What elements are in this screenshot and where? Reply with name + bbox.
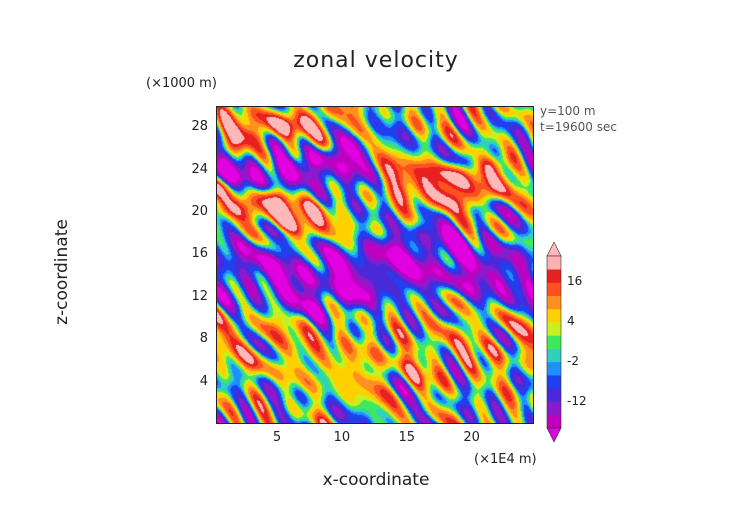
colorbar-cell [547, 335, 561, 349]
annotation-y: y=100 m [540, 104, 596, 118]
x-tick-label: 5 [272, 430, 282, 445]
y-tick-label: 12 [191, 288, 208, 304]
y-tick-label: 20 [191, 204, 208, 219]
x-axis-label: x-coordinate [322, 470, 430, 490]
colorbar-cell [547, 414, 561, 429]
colorbar-cell [547, 388, 561, 402]
colorbar-cell [547, 401, 561, 416]
y-axis-label: z-coordinate [52, 219, 72, 325]
colorbar-cell [547, 308, 561, 323]
y-axis-unit: (×1000 m) [146, 76, 217, 91]
colorbar-tick-label: -12 [567, 393, 587, 408]
colorbar-cell [547, 375, 561, 389]
plot-area [216, 106, 534, 424]
colorbar-tick-label: -2 [567, 353, 579, 368]
x-tick-label: 15 [398, 430, 416, 445]
colorbar [546, 241, 562, 443]
y-tick-label: 24 [191, 161, 208, 177]
colorbar-cell [547, 348, 561, 363]
plot-frame [216, 106, 534, 424]
colorbar-cell [547, 256, 561, 270]
colorbar-extend-bottom [546, 427, 562, 443]
y-tick-label: 16 [191, 246, 208, 262]
x-tick-label: 20 [463, 430, 480, 445]
y-tick-label: 8 [199, 331, 208, 347]
colorbar-cell [547, 282, 561, 296]
y-tick-label: 28 [191, 119, 208, 135]
heatmap-field [216, 106, 534, 424]
colorbar-extend-top [546, 241, 562, 257]
colorbar-cell [547, 361, 561, 376]
annotation-time: t=19600 sec [540, 120, 617, 134]
x-axis-unit: (×1E4 m) [474, 452, 537, 467]
y-tick-label: 4 [199, 373, 208, 389]
x-tick-label: 10 [333, 430, 351, 445]
colorbar-frame [546, 255, 562, 429]
chart-title: zonal velocity [293, 48, 459, 73]
colorbar-cell [547, 295, 561, 310]
colorbar-tick-label: 4 [567, 314, 575, 329]
colorbar-cell [547, 269, 561, 283]
colorbar-cell [547, 322, 561, 336]
colorbar-tick-label: 16 [567, 274, 583, 289]
